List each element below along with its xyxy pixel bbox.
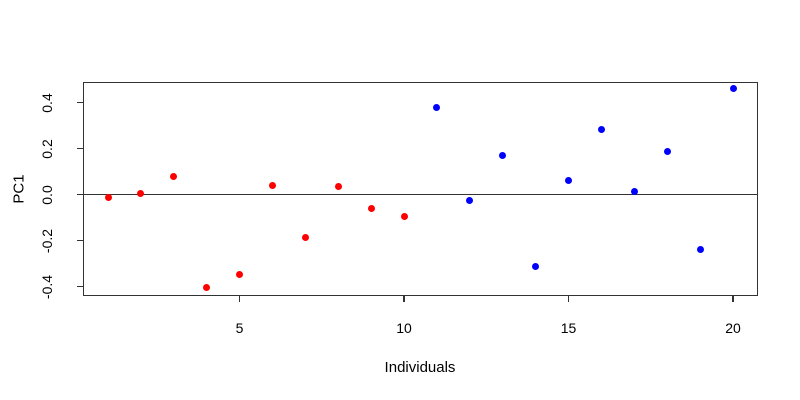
- data-point: [696, 246, 704, 254]
- data-point: [663, 148, 671, 156]
- data-point: [466, 197, 474, 205]
- y-axis-tick: [77, 148, 83, 150]
- data-point: [203, 284, 211, 292]
- y-axis-tick: [77, 194, 83, 196]
- y-axis-tick: [77, 102, 83, 104]
- plot-area: [83, 82, 758, 296]
- x-axis-tick: [238, 296, 241, 302]
- data-point: [597, 126, 605, 134]
- x-axis-tick-label: 15: [560, 320, 577, 336]
- data-point: [532, 262, 540, 270]
- x-axis-tick: [567, 296, 570, 302]
- data-point: [400, 213, 408, 221]
- x-axis-tick: [732, 296, 734, 302]
- x-axis-tick-label: 5: [235, 320, 244, 336]
- data-point: [499, 152, 507, 160]
- x-axis-tick-label: 20: [725, 320, 741, 336]
- y-axis-tick-label: 0.2: [39, 138, 55, 159]
- data-point: [104, 194, 112, 202]
- x-axis-label: Individuals: [384, 359, 456, 376]
- data-point: [565, 177, 573, 185]
- data-point: [170, 173, 178, 181]
- x-axis-tick: [403, 296, 405, 302]
- data-point: [433, 104, 441, 112]
- y-axis-tick-label: 0.4: [39, 92, 55, 113]
- y-axis-tick-label: 0.0: [39, 185, 55, 205]
- y-axis-label: PC1: [10, 174, 28, 204]
- y-axis-tick: [77, 286, 83, 288]
- x-axis-tick-label: 10: [396, 320, 412, 336]
- data-point: [367, 205, 375, 213]
- data-point: [137, 190, 145, 198]
- data-point: [236, 270, 244, 278]
- data-point: [334, 183, 342, 191]
- y-axis-tick: [77, 240, 83, 242]
- y-axis-tick-label: -0.2: [39, 228, 55, 253]
- data-point: [268, 182, 276, 190]
- data-point: [301, 234, 309, 242]
- data-point: [729, 85, 737, 93]
- y-axis-tick-label: -0.4: [39, 274, 55, 299]
- data-point: [630, 187, 638, 195]
- zero-reference-line: [83, 194, 758, 196]
